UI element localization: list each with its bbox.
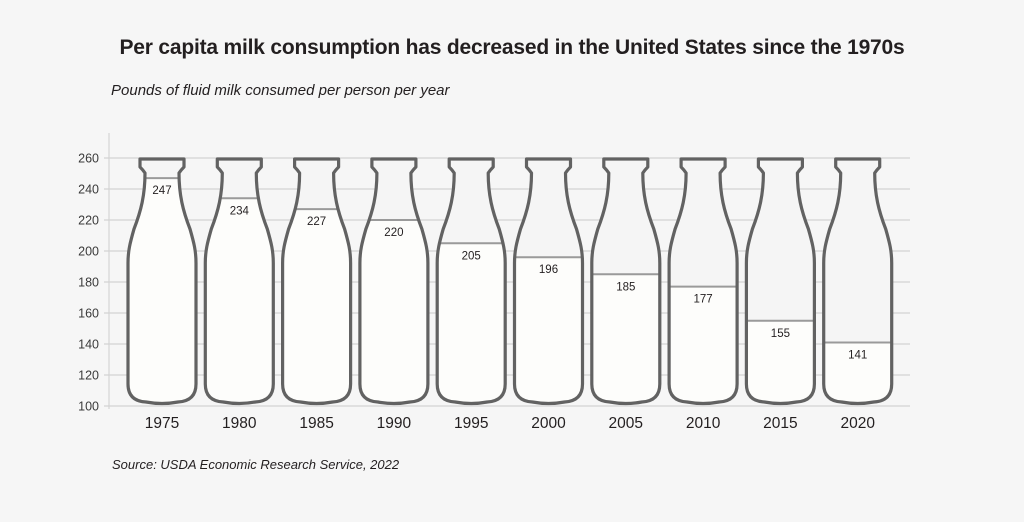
milk-fill — [128, 178, 196, 404]
bottle-outline — [358, 157, 430, 406]
y-tick-label: 260 — [78, 152, 99, 166]
y-tick-label: 240 — [78, 183, 99, 197]
milk-fill — [823, 342, 892, 404]
milk-fill — [205, 198, 274, 404]
x-tick-label: 1990 — [377, 415, 412, 432]
bottle-outline — [203, 157, 275, 406]
bottle-1990: 220 — [358, 157, 430, 406]
bottle-outline — [744, 157, 816, 406]
chart-subtitle: Pounds of fluid milk consumed per person… — [111, 82, 450, 99]
bottle-outline — [667, 157, 739, 406]
x-tick-label: 1980 — [222, 415, 257, 432]
bottle-1980: 234 — [203, 157, 275, 406]
milk-fill — [514, 257, 583, 404]
data-label: 177 — [694, 294, 713, 306]
bottles: 247 234 227 220 205 196 185 177 155 141 — [126, 157, 894, 406]
x-tick-label: 2010 — [686, 415, 721, 432]
bottle-2015: 155 — [744, 157, 816, 406]
data-label: 227 — [307, 216, 326, 228]
data-label: 141 — [848, 349, 867, 361]
milk-fill — [746, 320, 815, 404]
x-tick-label: 1995 — [454, 415, 488, 432]
bottle-2010: 177 — [667, 157, 739, 406]
x-tick-label: 2005 — [609, 415, 643, 432]
source-note: Source: USDA Economic Research Service, … — [112, 457, 400, 472]
y-tick-label: 100 — [78, 400, 99, 414]
y-tick-label: 180 — [78, 276, 99, 290]
y-tick-label: 220 — [78, 214, 99, 228]
x-tick-label: 1985 — [299, 415, 333, 432]
milk-fill — [437, 243, 506, 404]
chart-title: Per capita milk consumption has decrease… — [119, 36, 905, 59]
milk-fill — [359, 220, 428, 404]
bottle-outline — [512, 157, 585, 406]
x-tick-label: 2000 — [531, 415, 566, 432]
bottle-2000: 196 — [512, 157, 585, 406]
y-tick-label: 200 — [78, 245, 99, 259]
bottle-1975: 247 — [126, 157, 198, 406]
bottle-2005: 185 — [590, 157, 662, 406]
x-tick-label: 1975 — [145, 415, 179, 432]
data-label: 234 — [230, 205, 250, 217]
data-label: 205 — [462, 250, 481, 262]
milk-fill — [591, 274, 660, 404]
bottle-outline — [822, 157, 894, 406]
data-label: 247 — [152, 185, 171, 197]
x-tick-label: 2015 — [763, 415, 797, 432]
data-label: 185 — [616, 281, 635, 293]
y-axis: 100 120 140 160 180 200 220 240 260 — [78, 133, 110, 414]
x-tick-label: 2020 — [840, 415, 875, 432]
bottle-1995: 205 — [435, 157, 507, 406]
data-label: 155 — [771, 328, 790, 340]
milk-fill — [669, 286, 738, 404]
milk-fill — [282, 209, 351, 404]
y-tick-label: 120 — [78, 369, 99, 383]
data-label: 220 — [384, 227, 403, 239]
x-axis-labels: 1975 1980 1985 1990 1995 2000 2005 2010 2015 2020 — [145, 415, 876, 432]
y-tick-label: 160 — [78, 307, 99, 321]
bottle-outline — [126, 157, 198, 406]
bottle-outline — [435, 157, 507, 406]
bottle-2020: 141 — [822, 157, 894, 406]
bottle-outline — [281, 157, 353, 406]
data-label: 196 — [539, 264, 558, 276]
bottle-outline — [590, 157, 662, 406]
y-tick-label: 140 — [78, 338, 99, 352]
bottle-1985: 227 — [281, 157, 353, 406]
